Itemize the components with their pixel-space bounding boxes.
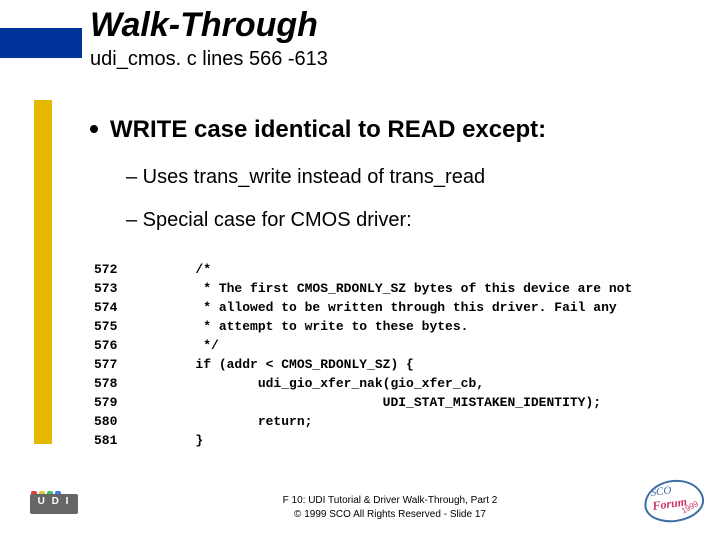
footer-line2: © 1999 SCO All Rights Reserved - Slide 1… [180, 508, 600, 522]
udi-dots-icon [30, 484, 78, 494]
udi-box: U D I [30, 494, 78, 514]
udi-logo: U D I [30, 494, 78, 514]
sco-egg-shape: SCO Forum 1999 [641, 476, 706, 526]
udi-logo-text: U D I [30, 496, 78, 507]
title-accent-bar [0, 28, 82, 58]
body-content: WRITE case identical to READ except: – U… [90, 116, 690, 252]
slide-subtitle: udi_cmos. c lines 566 -613 [90, 48, 328, 71]
bullet-level2-b: – Special case for CMOS driver: [126, 209, 690, 232]
left-accent-bar [34, 100, 52, 444]
slide-title: Walk-Through [90, 6, 318, 45]
bullet-level2-a: – Uses trans_write instead of trans_read [126, 166, 690, 189]
bullet-level1: WRITE case identical to READ except: [90, 116, 690, 144]
footer-line1: F 10: UDI Tutorial & Driver Walk-Through… [180, 494, 600, 508]
slide: Walk-Through udi_cmos. c lines 566 -613 … [0, 0, 720, 540]
bullet-l1-text: WRITE case identical to READ except: [110, 116, 546, 143]
bullet-dot-icon [90, 125, 98, 133]
sco-forum-logo: SCO Forum 1999 [636, 480, 704, 528]
code-block: 572 /* 573 * The first CMOS_RDONLY_SZ by… [94, 260, 632, 450]
footer-text: F 10: UDI Tutorial & Driver Walk-Through… [180, 494, 600, 522]
